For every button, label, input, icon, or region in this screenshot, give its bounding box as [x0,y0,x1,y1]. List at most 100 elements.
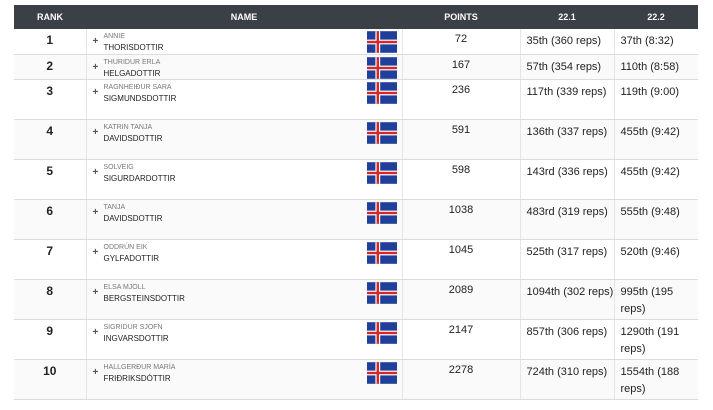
athlete-first-name: SOLVEIG [103,163,134,171]
iceland-flag-icon [366,281,397,304]
table-row: 1 + ANNIE THORISDOTTIR 72 35th (360 reps) 37th… [14,29,698,55]
athlete-name[interactable]: SOLVEIG SIGURDARDOTTIR [104,162,176,184]
event-22-2-cell: 110th (8:58) [614,54,698,80]
athlete-first-name: ELSA MJOLL [103,283,146,291]
athlete-cell: + KATRIN TANJA DAVIDSDOTTIR [86,119,403,160]
rank-cell: 2 [14,54,87,80]
rank-cell: 7 [14,239,87,280]
athlete-last-name: DAVIDSDOTTIR [103,133,163,143]
iceland-flag-icon [366,161,397,184]
athlete-name[interactable]: ANNIE THORISDOTTIR [104,31,164,53]
header-rank[interactable]: RANK [14,5,86,29]
points-cell: 2147 [402,319,521,360]
iceland-flag-icon [366,361,397,384]
athlete-cell: + SOLVEIG SIGURDARDOTTIR [86,159,403,200]
leaderboard: RANK NAME POINTS 22.1 22.2 1 + ANNIE THORIS… [14,5,698,400]
athlete-cell: + RAGNHEIÐUR SARA SIGMUNDSDOTTIR [86,79,403,120]
event-22-1-cell: 857th (306 reps) [520,319,615,360]
table-row: 4 + KATRIN TANJA DAVIDSDOTTIR 591 136th (337 … [14,119,698,160]
iceland-flag-icon [366,201,397,224]
event-22-2-cell: 555th (9:48) [614,199,698,240]
athlete-first-name: ANNIE [103,33,125,40]
athlete-cell: + TANJA DAVIDSDOTTIR [86,199,403,240]
rank-cell: 9 [14,319,87,360]
event-22-2-cell: 1554th (188 reps) [614,359,698,400]
athlete-last-name: DAVIDSDOTTIR [103,213,163,223]
athlete-last-name: FRIÐRIKSDÓTTIR [103,373,171,383]
event-22-1-cell: 1094th (302 reps) [520,279,615,320]
athlete-last-name: GYLFADOTTIR [103,253,160,263]
athlete-first-name: KATRIN TANJA [103,123,153,131]
points-cell: 591 [402,119,521,160]
athlete-name[interactable]: SIGRIDUR SJOFN INGVARSDOTTIR [104,322,169,344]
athlete-name[interactable]: THURIDUR ERLA HELGADOTTIR [104,57,161,79]
athlete-last-name: SIGURDARDOTTIR [103,173,176,183]
table-row: 6 + TANJA DAVIDSDOTTIR 1038 483rd (319 reps) 5… [14,199,698,240]
leaderboard-table: RANK NAME POINTS 22.1 22.2 1 + ANNIE THORIS… [14,5,698,400]
points-cell: 236 [402,79,521,120]
points-cell: 1038 [402,199,521,240]
rank-cell: 4 [14,119,87,160]
points-cell: 167 [402,54,521,80]
rank-cell: 10 [14,359,87,400]
event-22-1-cell: 143rd (336 reps) [520,159,615,200]
athlete-name[interactable]: KATRIN TANJA DAVIDSDOTTIR [104,122,163,144]
athlete-cell: + ODDRÚN EIK GYLFADOTTIR [86,239,403,280]
iceland-flag-icon [366,81,397,104]
header-name[interactable]: NAME [86,5,402,29]
athlete-cell: + HALLGERÐUR MARÍA FRIÐRIKSDÓTTIR [86,359,403,400]
event-22-2-cell: 995th (195 reps) [614,279,698,320]
expand-plus-icon[interactable]: + [92,206,99,218]
athlete-name[interactable]: HALLGERÐUR MARÍA FRIÐRIKSDÓTTIR [104,362,176,384]
expand-plus-icon[interactable]: + [92,86,99,98]
expand-plus-icon[interactable]: + [92,326,99,338]
athlete-cell: + ANNIE THORISDOTTIR [86,29,403,55]
event-22-2-cell: 37th (8:32) [614,29,698,55]
athlete-last-name: HELGADOTTIR [103,68,161,78]
leaderboard-body: 1 + ANNIE THORISDOTTIR 72 35th (360 reps) 37th… [14,29,698,400]
points-cell: 2089 [402,279,521,320]
expand-plus-icon[interactable]: + [92,61,99,73]
expand-plus-icon[interactable]: + [92,286,99,298]
points-cell: 1045 [402,239,521,280]
iceland-flag-icon [366,31,397,53]
rank-cell: 3 [14,79,87,120]
iceland-flag-icon [366,56,397,79]
athlete-first-name: RAGNHEIÐUR SARA [103,83,172,91]
athlete-name[interactable]: TANJA DAVIDSDOTTIR [104,202,163,224]
event-22-1-cell: 57th (354 reps) [520,54,615,80]
event-22-2-cell: 455th (9:42) [614,119,698,160]
points-cell: 598 [402,159,521,200]
rank-cell: 8 [14,279,87,320]
table-row: 9 + SIGRIDUR SJOFN INGVARSDOTTIR 2147 857th (… [14,319,698,360]
expand-plus-icon[interactable]: + [92,166,99,178]
expand-plus-icon[interactable]: + [92,36,99,47]
event-22-1-cell: 483rd (319 reps) [520,199,615,240]
athlete-name[interactable]: ODDRÚN EIK GYLFADOTTIR [104,242,160,264]
athlete-name[interactable]: RAGNHEIÐUR SARA SIGMUNDSDOTTIR [104,82,177,104]
table-row: 3 + RAGNHEIÐUR SARA SIGMUNDSDOTTIR 236 117th … [14,79,698,120]
expand-plus-icon[interactable]: + [92,366,99,378]
athlete-cell: + ELSA MJOLL BERGSTEINSDOTTIR [86,279,403,320]
header-event-22-1[interactable]: 22.1 [520,5,614,29]
athlete-first-name: TANJA [103,203,126,211]
table-row: 5 + SOLVEIG SIGURDARDOTTIR 598 143rd (336 rep… [14,159,698,200]
iceland-flag-icon [366,321,397,344]
event-22-2-cell: 1290th (191 reps) [614,319,698,360]
event-22-2-cell: 119th (9:00) [614,79,698,120]
table-row: 10 + HALLGERÐUR MARÍA FRIÐRIKSDÓTTIR 2278 724… [14,359,698,400]
athlete-last-name: SIGMUNDSDOTTIR [103,93,177,103]
expand-plus-icon[interactable]: + [92,246,99,258]
event-22-1-cell: 525th (317 reps) [520,239,615,280]
expand-plus-icon[interactable]: + [92,126,99,138]
athlete-name[interactable]: ELSA MJOLL BERGSTEINSDOTTIR [104,282,185,304]
header-points[interactable]: POINTS [402,5,520,29]
iceland-flag-icon [366,121,397,144]
athlete-cell: + SIGRIDUR SJOFN INGVARSDOTTIR [86,319,403,360]
header-event-22-2[interactable]: 22.2 [614,5,698,29]
athlete-first-name: HALLGERÐUR MARÍA [103,363,176,371]
event-22-1-cell: 35th (360 reps) [520,29,615,55]
rank-cell: 6 [14,199,87,240]
table-row: 2 + THURIDUR ERLA HELGADOTTIR 167 57th (354 r… [14,54,698,80]
athlete-last-name: BERGSTEINSDOTTIR [103,293,185,303]
